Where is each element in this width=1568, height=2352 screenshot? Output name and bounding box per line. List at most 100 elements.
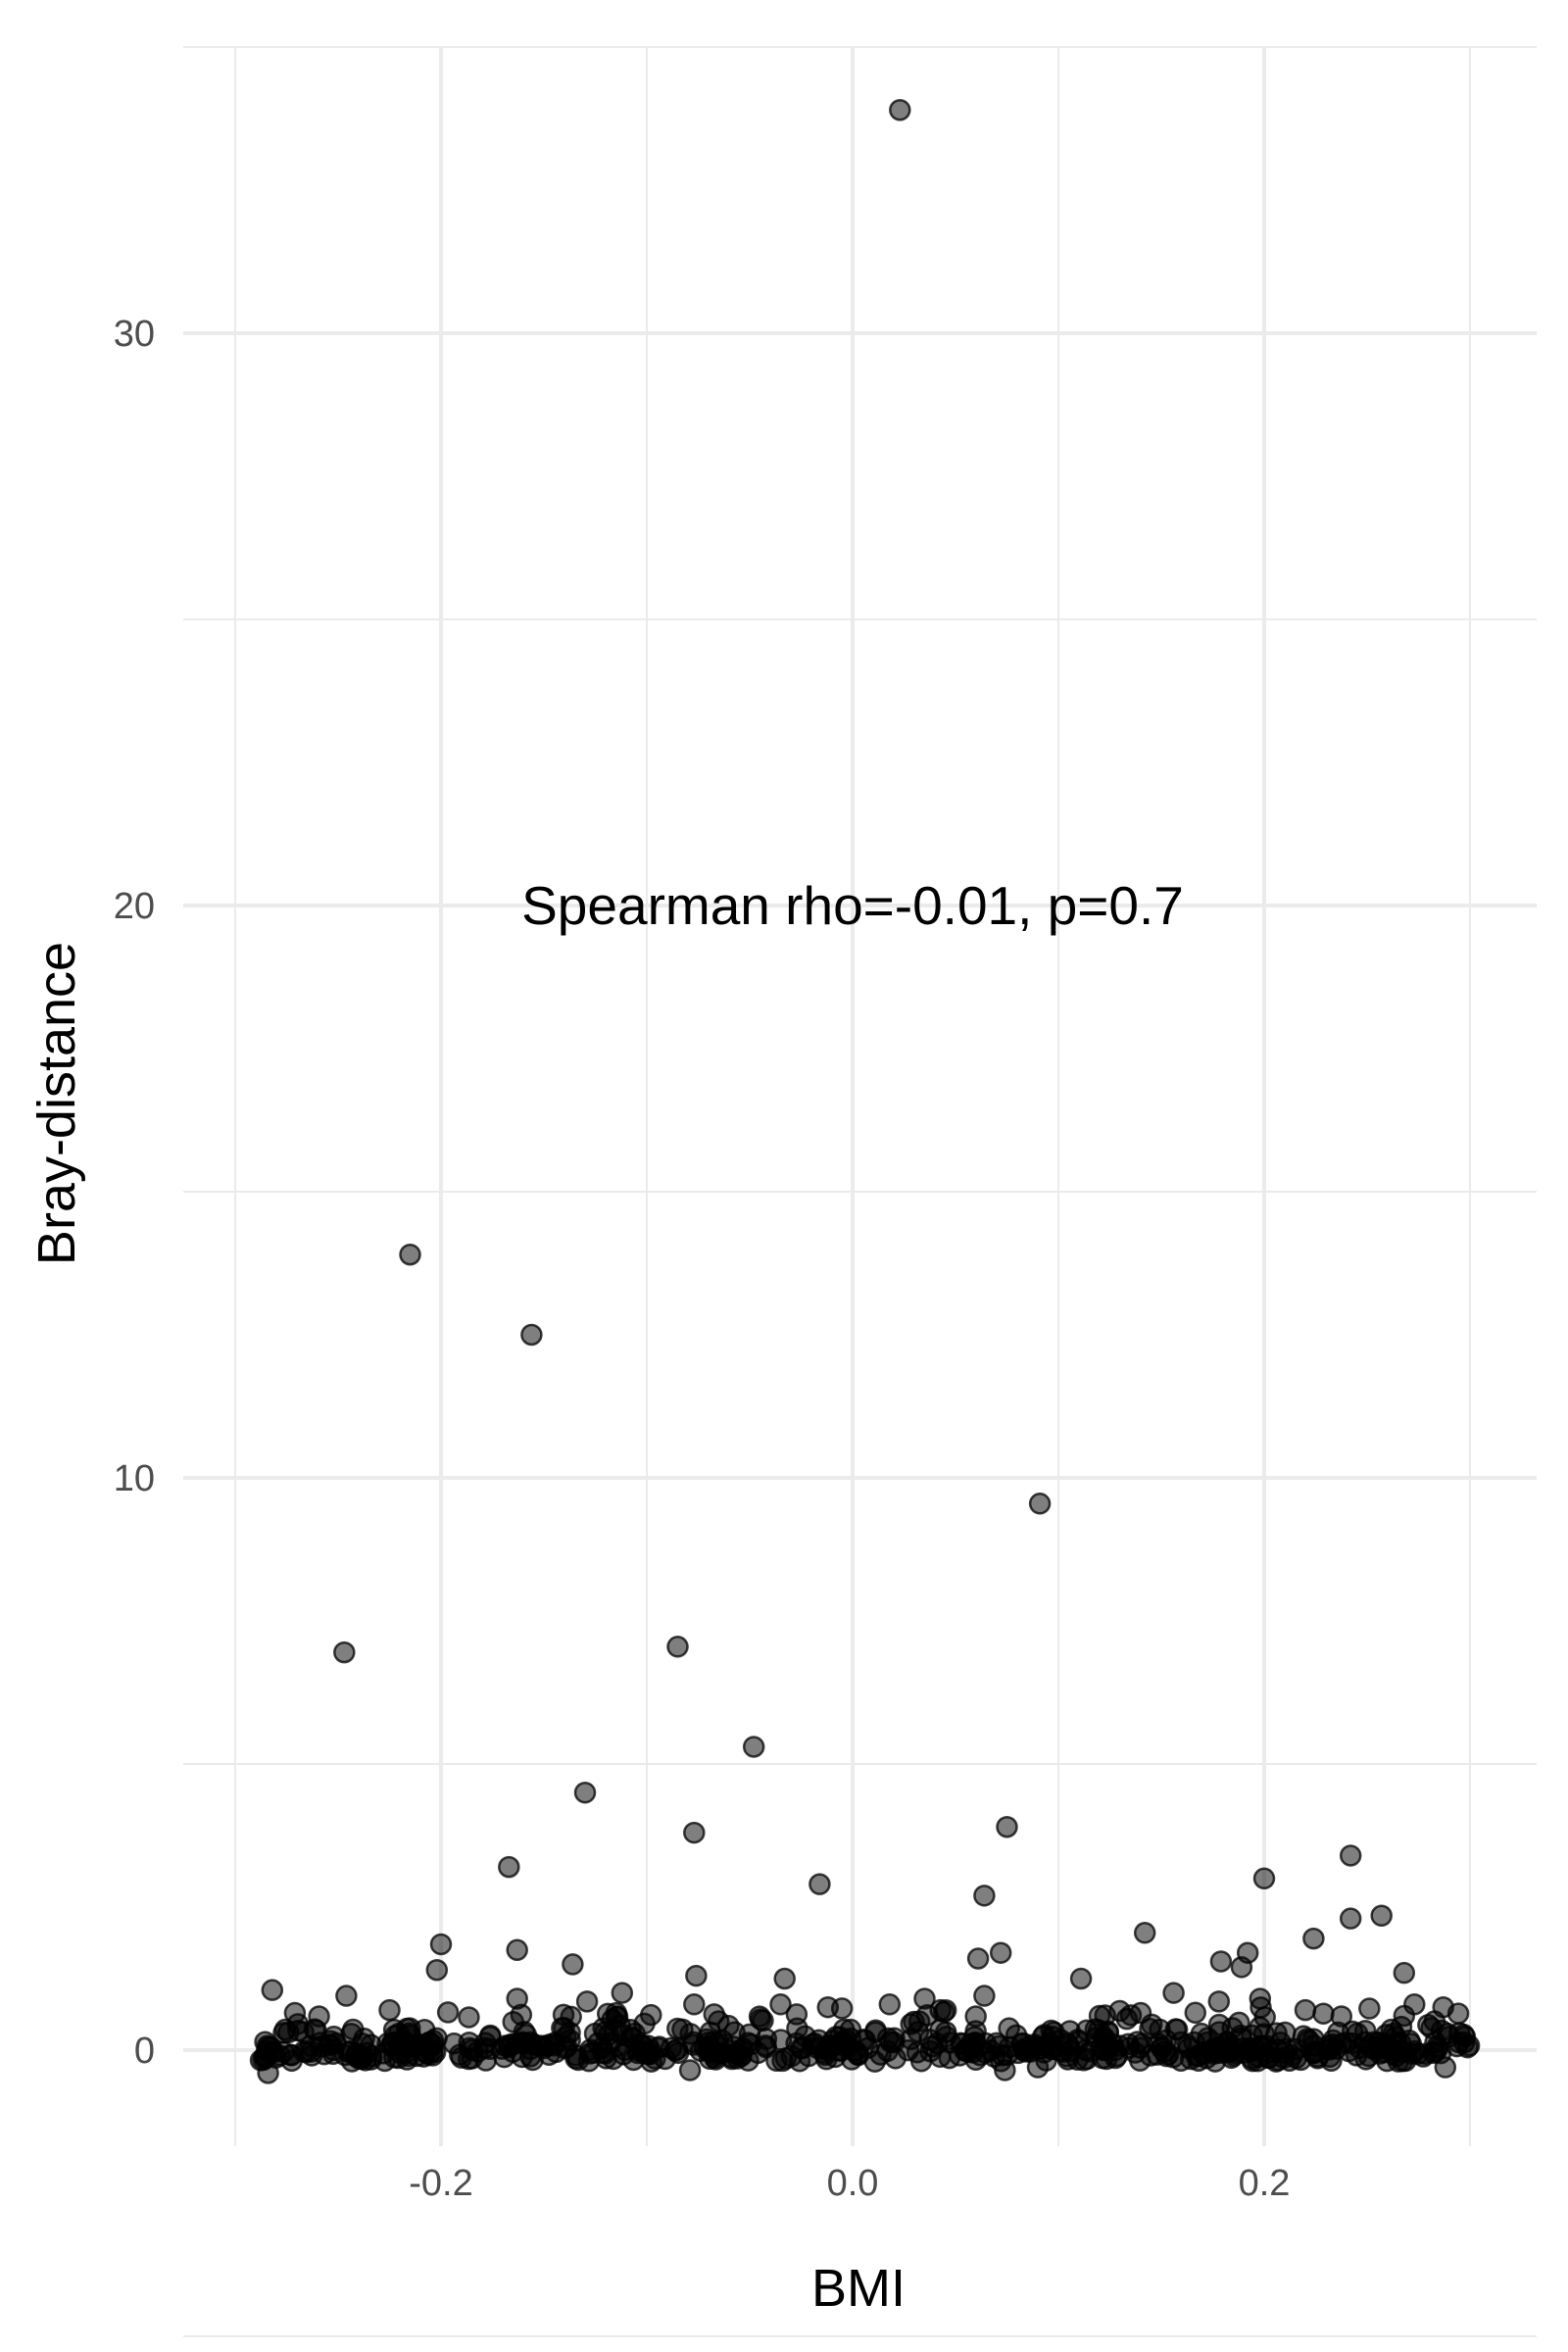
scatter-point	[575, 1990, 599, 2013]
scatter-point	[769, 1993, 792, 2016]
scatter-point	[683, 1821, 706, 1844]
scatter-point	[611, 1982, 634, 2004]
scatter-point	[897, 2038, 920, 2062]
scatter-point	[261, 1979, 284, 2001]
scatter-point	[1249, 1987, 1272, 2010]
scatter-point	[1043, 2021, 1065, 2043]
scatter-point	[272, 2040, 295, 2064]
scatter-point	[605, 2001, 628, 2025]
scatter-point	[573, 1781, 597, 1804]
scatter-point	[1230, 1956, 1253, 1979]
scatter-point	[1149, 2018, 1171, 2041]
scatter-point	[398, 2017, 421, 2039]
scatter-point	[506, 1938, 528, 1962]
scatter-point	[864, 2021, 887, 2043]
scatter-point	[742, 1736, 765, 1758]
correlation-annotation: Spearman rho=-0.01, p=0.7	[521, 875, 1184, 936]
scatter-point	[808, 1873, 831, 1895]
scatter-point	[633, 2012, 656, 2035]
scatter-point	[340, 2050, 364, 2073]
scatter-point	[889, 98, 911, 122]
scatter-point	[1097, 2021, 1120, 2044]
y-tick-label: 30	[114, 314, 155, 355]
scatter-point	[739, 2033, 762, 2056]
scatter-point	[816, 1995, 840, 2019]
scatter-point	[966, 1947, 990, 1970]
scatter-point	[1238, 2036, 1261, 2060]
scatter-point	[1209, 1950, 1233, 1973]
scatter-point	[1327, 2021, 1349, 2044]
scatter-point	[654, 2047, 676, 2071]
y-tick-label: 0	[134, 2031, 155, 2072]
minor-gridlines	[183, 46, 1537, 2337]
scatter-point	[335, 1984, 358, 2007]
scatter-point	[1417, 2014, 1440, 2036]
scatter-point	[283, 2001, 307, 2025]
scatter-point	[973, 1984, 996, 2007]
scatter-point	[973, 1885, 996, 1907]
scatter-point	[479, 2024, 502, 2047]
scatter-point	[613, 2038, 636, 2062]
scatter-point	[913, 1987, 936, 2010]
scatter-point	[989, 1941, 1012, 1964]
scatter-point	[994, 2059, 1016, 2082]
scatter-point	[1424, 2040, 1447, 2063]
scatter-point	[421, 2034, 444, 2056]
scatter-point	[1088, 2004, 1111, 2028]
y-tick-label: 20	[114, 886, 155, 927]
scatter-point	[310, 2035, 332, 2058]
scatter-point	[1129, 2001, 1152, 2025]
scatter-point	[1011, 2032, 1035, 2055]
scatter-point	[1162, 1982, 1185, 2004]
scatter-point	[501, 2033, 523, 2055]
scatter-point	[436, 2001, 460, 2024]
scatter-point	[1176, 2034, 1199, 2057]
scatter-point	[458, 2006, 480, 2029]
scatter-point	[1370, 1904, 1393, 1928]
scatter-point	[520, 1323, 543, 1347]
scatter-point	[308, 2005, 330, 2028]
scatter-point	[1026, 2056, 1050, 2079]
x-tick-label: 0.0	[827, 2163, 879, 2204]
scatter-point	[815, 2038, 838, 2062]
scatter-point	[277, 2021, 300, 2044]
x-tick-label: 0.2	[1239, 2163, 1291, 2204]
scatter-point	[1452, 2031, 1476, 2054]
scatter-point	[929, 2019, 952, 2041]
scatter-point	[1069, 1967, 1093, 1990]
scatter-point	[1028, 1493, 1052, 1515]
scatter-point	[964, 2005, 987, 2028]
scatter-point	[342, 2018, 365, 2041]
scatter-point	[1393, 2004, 1416, 2028]
y-tick-label: 10	[114, 1458, 155, 1499]
scatter-point	[448, 2043, 471, 2066]
scatter-point	[535, 2034, 559, 2057]
scatter-point	[1252, 1867, 1276, 1890]
scatter-point	[1432, 1995, 1454, 2019]
scatter-point	[878, 1993, 902, 2016]
scatter-point	[1339, 1844, 1362, 1867]
x-axis-tick-labels: -0.2 0.0 0.2	[409, 2163, 1290, 2204]
scatter-point	[773, 1967, 796, 1990]
scatter-point	[1339, 1907, 1362, 1930]
scatter-point	[333, 1641, 356, 1664]
scatter-point	[1358, 1997, 1381, 2020]
scatter-point	[903, 2010, 925, 2034]
scatter-point	[1341, 2032, 1364, 2055]
scatter-point	[785, 2003, 808, 2026]
scatter-point	[1184, 2001, 1207, 2025]
scatter-point	[956, 2040, 980, 2064]
scatter-point	[1257, 2041, 1281, 2064]
scatter-point	[666, 2017, 689, 2040]
scatter-point	[498, 1855, 520, 1879]
scatter-point	[429, 1933, 453, 1956]
scatter-point	[1124, 2041, 1147, 2064]
scatter-point	[1220, 2039, 1243, 2063]
scatter-point	[929, 2045, 952, 2069]
scatter-point	[934, 1998, 957, 2022]
scatter-point	[726, 2047, 749, 2070]
x-axis-title: BMI	[811, 2259, 906, 2318]
scatter-point	[378, 1998, 401, 2022]
scatter-point	[1190, 2022, 1213, 2045]
